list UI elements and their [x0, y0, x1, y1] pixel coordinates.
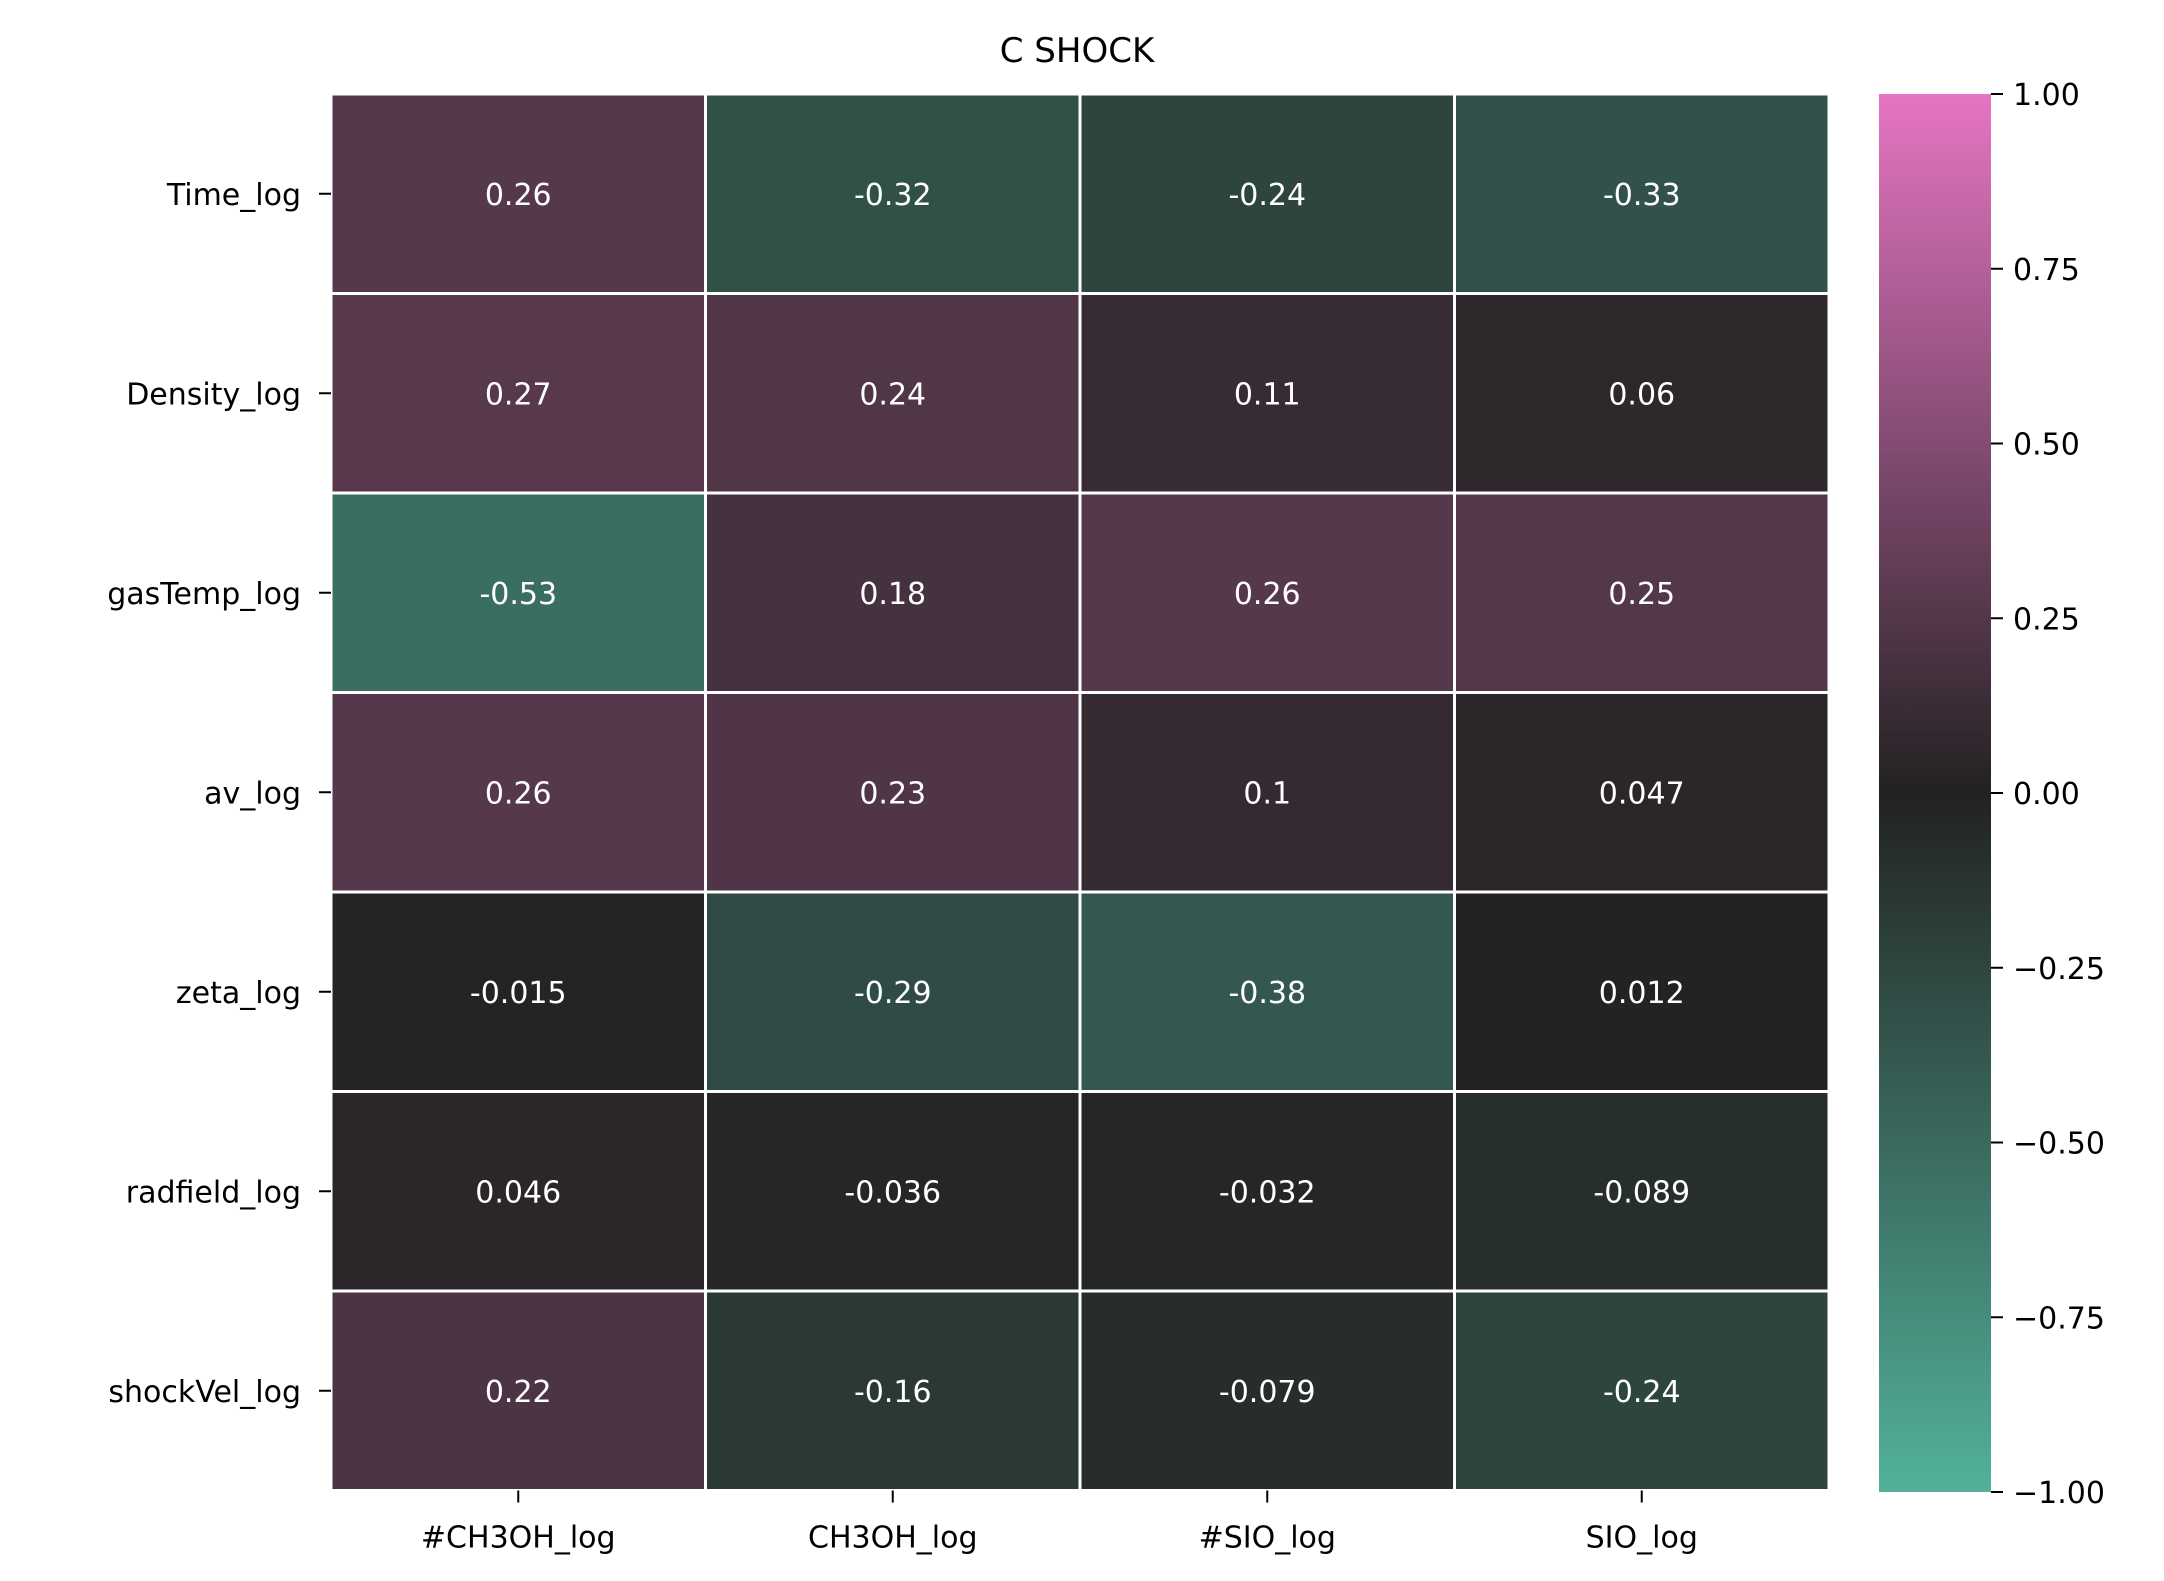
heatmap-cell: [329, 1090, 707, 1293]
heatmap-cell: [1078, 890, 1456, 1093]
heatmap-cell: [704, 1090, 1082, 1293]
cell-value-label: 0.26: [485, 178, 552, 213]
heatmap-cell: [1453, 691, 1831, 894]
colorbar-tick-label: −0.25: [2013, 952, 2105, 987]
colorbar-tick-label: 0.00: [2013, 777, 2080, 812]
y-tick-label: shockVel_log: [108, 1375, 301, 1410]
cell-value-label: 0.27: [485, 377, 552, 412]
y-tick-label: radfield_log: [126, 1175, 301, 1210]
cell-value-label: -0.33: [1603, 178, 1681, 213]
cell-value-label: 0.11: [1234, 377, 1301, 412]
colorbar-tick-label: −0.50: [2013, 1127, 2105, 1162]
y-tick-label: zeta_log: [176, 976, 301, 1011]
cell-value-label: -0.24: [1603, 1375, 1681, 1410]
y-tick-label: Time_log: [166, 178, 301, 213]
cell-value-label: -0.015: [470, 976, 567, 1011]
colorbar-tick-label: 0.50: [2013, 428, 2080, 463]
cell-value-label: 0.24: [859, 377, 926, 412]
colorbar-tick-label: 0.25: [2013, 602, 2080, 637]
cell-value-label: 0.046: [475, 1175, 561, 1210]
cell-value-label: 0.26: [485, 776, 552, 811]
heatmap-cell: [704, 292, 1082, 495]
colorbar-gradient: [1879, 94, 1991, 1492]
heatmap-cell: [1453, 92, 1831, 295]
colorbar: 1.00 0.75 0.50 0.25 0.00 −0.25 −0.50 −0.75 −1.00: [1879, 78, 2105, 1511]
cell-value-label: 0.26: [1234, 577, 1301, 612]
cell-value-label: 0.23: [859, 776, 926, 811]
heatmap-cell: [1078, 92, 1456, 295]
cell-value-label: -0.29: [854, 976, 932, 1011]
colorbar-tick-label: 1.00: [2013, 78, 2080, 113]
cell-value-label: -0.089: [1593, 1175, 1690, 1210]
heatmap-cell: [1453, 890, 1831, 1093]
heatmap-cell: [704, 491, 1082, 694]
heatmap-cell: [329, 1289, 707, 1492]
x-axis: #CH3OH_log CH3OH_log #SIO_log SIO_log: [421, 1490, 1698, 1556]
cell-value-label: 0.06: [1608, 377, 1675, 412]
y-tick-label: Density_log: [126, 377, 301, 412]
heatmap-cell: [1453, 1090, 1831, 1293]
y-axis: Time_log Density_log gasTemp_log av_logzeta…: [107, 178, 331, 1410]
cell-value-label: -0.53: [479, 577, 557, 612]
colorbar-tick-label: −1.00: [2013, 1476, 2105, 1511]
heatmap-cell: [329, 92, 707, 295]
cell-value-label: -0.032: [1219, 1175, 1316, 1210]
cell-value-label: 0.25: [1608, 577, 1675, 612]
heatmap-cell: [1078, 691, 1456, 894]
heatmap-cell: [1453, 1289, 1831, 1492]
colorbar-tick-label: 0.75: [2013, 253, 2080, 288]
heatmap-cells: 0.26 -0.32 -0.24 -0.33 0.27 0.24 0.11 0.06 -0.53…: [329, 92, 1831, 1492]
cell-value-label: -0.079: [1219, 1375, 1316, 1410]
x-tick-label: #SIO_log: [1199, 1521, 1336, 1556]
heatmap-cell: [1453, 491, 1831, 694]
heatmap-cell: [1453, 292, 1831, 495]
cell-value-label: -0.036: [844, 1175, 941, 1210]
cell-value-label: 0.1: [1243, 776, 1291, 811]
heatmap-cell: [704, 92, 1082, 295]
y-tick-label: gasTemp_log: [107, 577, 301, 612]
cell-value-label: 0.012: [1599, 976, 1685, 1011]
cell-value-label: -0.38: [1228, 976, 1306, 1011]
cell-value-label: -0.16: [854, 1375, 932, 1410]
heatmap-cell: [329, 292, 707, 495]
heatmap-cell: [329, 691, 707, 894]
heatmap-cell: [1078, 1289, 1456, 1492]
heatmap-cell: [329, 890, 707, 1093]
x-tick-label: #CH3OH_log: [421, 1521, 616, 1556]
cell-value-label: -0.32: [854, 178, 932, 213]
cell-value-label: 0.047: [1599, 776, 1685, 811]
x-tick-label: SIO_log: [1586, 1521, 1698, 1556]
y-tick-label: av_log: [204, 776, 301, 811]
cell-value-label: -0.24: [1228, 178, 1306, 213]
heatmap-cell: [704, 691, 1082, 894]
colorbar-tick-label: −0.75: [2013, 1301, 2105, 1336]
cell-value-label: 0.22: [485, 1375, 552, 1410]
cell-value-label: 0.18: [859, 577, 926, 612]
x-tick-label: CH3OH_log: [808, 1521, 978, 1556]
heatmap-cell: [1078, 1090, 1456, 1293]
heatmap-cell: [704, 890, 1082, 1093]
chart-title: C SHOCK: [1000, 31, 1156, 71]
